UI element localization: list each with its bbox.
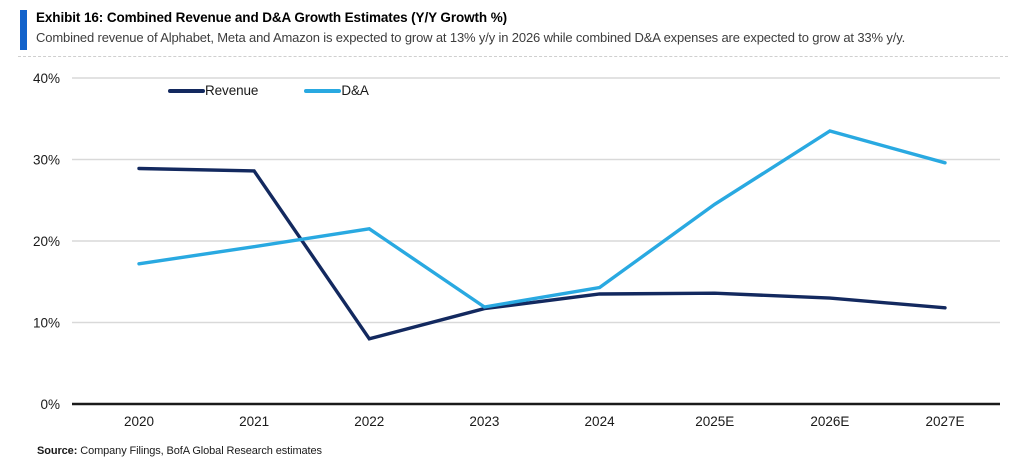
- xtick-label-2024: 2024: [585, 414, 616, 429]
- exhibit-accent-bar: [20, 10, 27, 50]
- chart-canvas: 0% 10% 20% 30% 40% 2020 2021 2022 2023 2024 2025E 2…: [33, 71, 1000, 429]
- legend-item-revenue: Revenue: [168, 83, 258, 98]
- source-label: Source:: [37, 445, 78, 457]
- line-chart: 0% 10% 20% 30% 40% 2020 2021 2022 2023 2024 2025E 2…: [0, 58, 1024, 443]
- ytick-label-40: 40%: [33, 71, 60, 86]
- xtick-label-2023: 2023: [469, 414, 499, 429]
- exhibit-title: Exhibit 16: Combined Revenue and D&A Gro…: [36, 10, 508, 25]
- xtick-label-2026E: 2026E: [810, 414, 849, 429]
- da-line-swatch: [304, 88, 342, 93]
- xtick-label-2027E: 2027E: [925, 414, 964, 429]
- exhibit-subtitle: Combined revenue of Alphabet, Meta and A…: [36, 30, 906, 45]
- xtick-label-2022: 2022: [354, 414, 384, 429]
- ytick-label-0: 0%: [40, 397, 60, 412]
- header-divider: [18, 56, 1008, 57]
- legend-label-da: D&A: [341, 83, 369, 98]
- source-text: Company Filings, BofA Global Research es…: [77, 445, 322, 457]
- legend-label-revenue: Revenue: [205, 83, 259, 98]
- xtick-label-2021: 2021: [239, 414, 269, 429]
- ytick-label-20: 20%: [33, 234, 60, 249]
- ytick-label-10: 10%: [33, 316, 60, 331]
- series-line-revenue: [137, 166, 947, 341]
- legend-item-da: D&A: [304, 83, 369, 98]
- chart-legend: Revenue D&A: [168, 83, 369, 98]
- series-line-d-a: [137, 129, 947, 309]
- revenue-line-swatch: [168, 88, 205, 93]
- source-line: Source: Company Filings, BofA Global Res…: [37, 445, 322, 457]
- ytick-label-30: 30%: [33, 153, 60, 168]
- xtick-label-2020: 2020: [124, 414, 154, 429]
- xtick-label-2025E: 2025E: [695, 414, 734, 429]
